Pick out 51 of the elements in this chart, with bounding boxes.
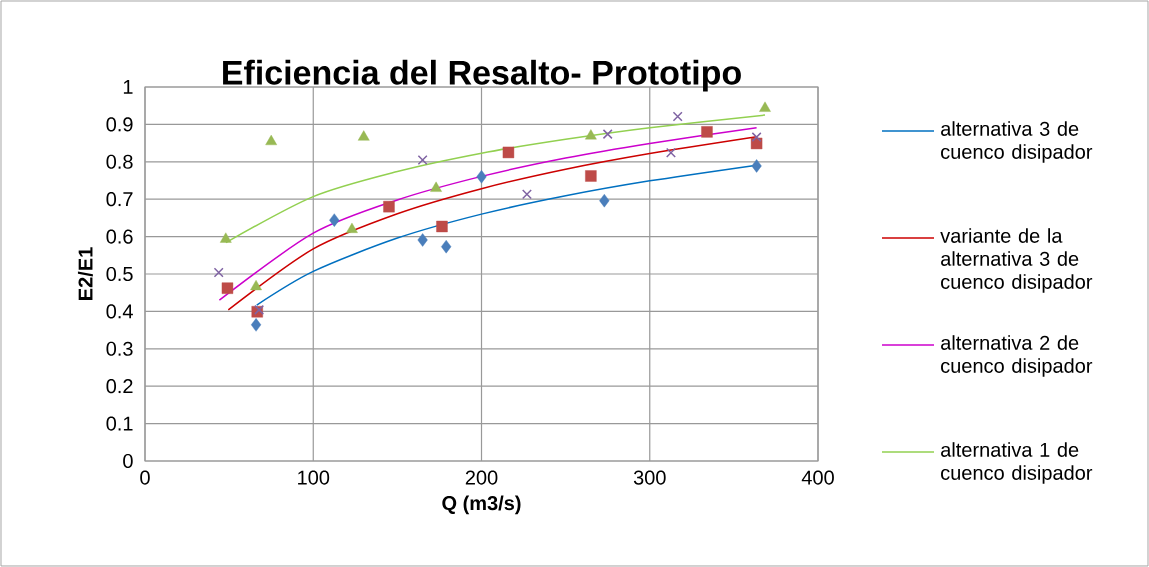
x-tick-label: 0	[140, 470, 150, 485]
point	[436, 220, 448, 233]
point	[599, 193, 610, 208]
point	[759, 101, 771, 112]
point	[751, 132, 762, 143]
y-tick-label: 0	[123, 453, 133, 469]
point	[417, 233, 428, 247]
x-tick-label: 400	[801, 470, 834, 485]
point	[250, 318, 262, 332]
point	[585, 170, 597, 182]
y-tick-label: 0.2	[106, 379, 133, 394]
y-tick-label: 0.7	[106, 192, 133, 207]
point	[417, 154, 428, 165]
x-tick-label: 300	[633, 470, 666, 485]
point	[430, 181, 442, 192]
legend-label: variante de la alternativa 3 de cuenco disipador	[940, 228, 1093, 293]
point	[383, 200, 395, 213]
point	[221, 282, 234, 294]
point	[441, 239, 452, 254]
point	[329, 213, 340, 227]
point	[476, 170, 487, 184]
point	[665, 147, 676, 158]
point	[602, 129, 613, 140]
y-tick-label: 0.3	[106, 341, 133, 356]
point	[521, 189, 532, 200]
y-tick-label: 1	[123, 80, 133, 94]
y-tick-label: 0.8	[106, 154, 133, 169]
y-axis-title: E2/E1	[77, 247, 93, 300]
point	[346, 222, 358, 233]
point	[502, 146, 515, 159]
point	[219, 232, 232, 243]
y-tick-label: 0.1	[106, 416, 133, 431]
legend-label: alternativa 1 de cuenco disipador	[941, 442, 1093, 484]
y-tick-label: 0.9	[106, 117, 133, 132]
x-axis-title: Q (m3/s)	[442, 495, 521, 515]
y-tick-label: 0.5	[106, 266, 133, 282]
point	[265, 134, 278, 146]
point	[672, 111, 683, 122]
y-tick-label: 0.6	[106, 229, 133, 244]
point	[357, 130, 370, 141]
point	[585, 129, 597, 140]
legend-label: alternativa 2 de cuenco disipador	[941, 335, 1093, 377]
x-tick-label: 200	[465, 470, 498, 485]
y-tick-label: 0.4	[106, 304, 133, 319]
point	[250, 280, 262, 291]
x-tick-label: 100	[298, 470, 330, 485]
point	[213, 267, 224, 278]
point	[701, 126, 713, 138]
point	[751, 159, 762, 173]
chart-title: Eficiencia del Resalto- Prototipo	[223, 59, 741, 92]
legend-label: alternativa 3 de cuenco disipador	[941, 121, 1093, 163]
